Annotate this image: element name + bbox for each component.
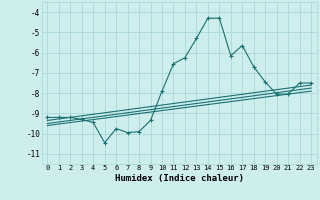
- X-axis label: Humidex (Indice chaleur): Humidex (Indice chaleur): [115, 174, 244, 183]
